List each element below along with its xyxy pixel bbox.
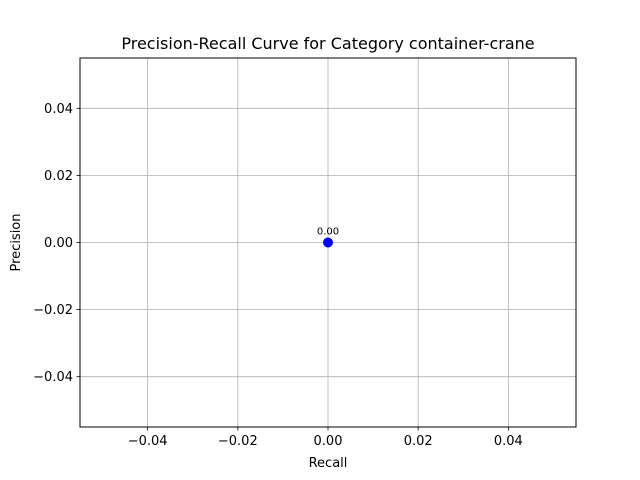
x-tick-label: 0.02 [404, 434, 433, 449]
x-tick-label: 0.00 [314, 434, 343, 449]
data-point [323, 237, 333, 248]
grid [80, 58, 576, 427]
data-points: 0.00 [317, 227, 339, 248]
chart-title: Precision-Recall Curve for Category cont… [121, 34, 534, 53]
x-tick-label: −0.04 [128, 434, 168, 449]
point-label: 0.00 [317, 227, 339, 238]
x-axis-label: Recall [309, 456, 348, 471]
x-tick-label: −0.02 [218, 434, 258, 449]
y-tick-label: 0.00 [44, 236, 73, 251]
y-tick-label: 0.04 [44, 102, 73, 117]
plot-frame [79, 57, 577, 428]
y-tick-label: 0.02 [44, 169, 73, 184]
x-tick-label: 0.04 [494, 434, 523, 449]
y-tick-label: −0.04 [33, 370, 73, 385]
y-axis-label: Precision [9, 213, 24, 271]
axis-ticks: −0.04 −0.02 0.00 0.02 0.04 −0.04 −0.02 0.00 0.02… [33, 102, 523, 449]
y-tick-label: −0.02 [33, 303, 73, 318]
